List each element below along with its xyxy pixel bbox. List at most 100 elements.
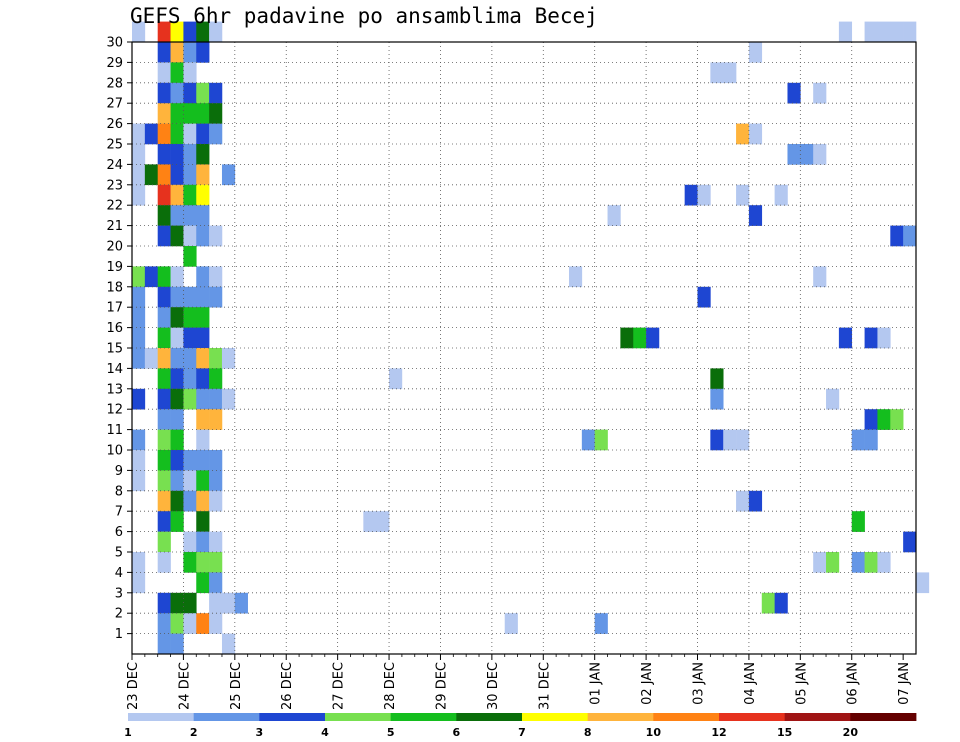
colorbar-label: 12 <box>711 726 726 739</box>
heatmap-cell <box>620 327 634 349</box>
y-tick-label: 8 <box>115 484 123 499</box>
heatmap-cell <box>170 82 184 104</box>
heatmap-cell <box>183 42 197 63</box>
heatmap-cell <box>196 286 210 308</box>
heatmap-cell <box>864 552 878 573</box>
heatmap-cell <box>170 450 184 471</box>
heatmap-cell <box>851 552 865 573</box>
colorbar-label: 2 <box>190 726 198 739</box>
colorbar-label: 7 <box>518 726 526 739</box>
heatmap-cell <box>209 368 223 390</box>
heatmap-cell <box>183 368 197 390</box>
heatmap-cell <box>710 388 724 410</box>
heatmap-cell <box>196 123 210 145</box>
heatmap-cell <box>183 388 197 410</box>
heatmap-cell <box>170 62 184 84</box>
heatmap-cell <box>774 184 788 206</box>
heatmap-cell <box>196 409 210 430</box>
y-tick-label: 29 <box>106 56 123 71</box>
heatmap-cell <box>183 592 197 614</box>
heatmap-cell <box>157 225 171 247</box>
heatmap-cell <box>157 409 171 430</box>
heatmap-cell <box>170 164 184 186</box>
heatmap-cell <box>183 450 197 471</box>
heatmap-cell <box>363 511 377 532</box>
y-tick-label: 28 <box>106 76 123 91</box>
heatmap-cell <box>234 592 248 614</box>
heatmap-cell <box>183 144 197 165</box>
heatmap-cell <box>736 429 750 451</box>
y-tick-label: 25 <box>106 138 123 153</box>
heatmap-cell <box>723 62 737 84</box>
x-tick-label: 26 DEC <box>280 662 295 710</box>
heatmap-cell <box>170 307 184 328</box>
colorbar-segment <box>128 713 195 721</box>
heatmap-cell <box>157 21 171 43</box>
heatmap-cell <box>864 327 878 349</box>
heatmap-cell <box>144 348 158 369</box>
y-tick-label: 17 <box>106 301 123 316</box>
x-tick-label: 04 JAN <box>743 662 758 705</box>
y-tick-label: 19 <box>106 260 123 275</box>
heatmap-cell <box>196 225 210 247</box>
heatmap-cell <box>170 409 184 430</box>
heatmap-cell <box>132 184 146 206</box>
heatmap-cell <box>170 266 184 288</box>
heatmap-cell <box>774 592 788 614</box>
heatmap-cell <box>183 103 197 124</box>
heatmap-cell <box>209 531 223 553</box>
heatmap-cell <box>196 21 210 43</box>
heatmap-cell <box>170 103 184 124</box>
colorbar-segment <box>193 713 260 721</box>
heatmap-cell <box>209 286 223 308</box>
heatmap-cell <box>157 62 171 84</box>
y-tick-label: 11 <box>106 423 123 438</box>
colorbar-label: 5 <box>387 726 395 739</box>
heatmap-cell <box>209 266 223 288</box>
heatmap-cell <box>183 205 197 226</box>
heatmap-cell <box>209 225 223 247</box>
heatmap-cell <box>736 123 750 145</box>
colorbar-label: 10 <box>646 726 662 739</box>
y-tick-label: 21 <box>106 219 123 234</box>
heatmap-cell <box>787 82 801 104</box>
x-tick-label: 25 DEC <box>229 662 244 710</box>
heatmap-cell <box>170 205 184 226</box>
heatmap-cell <box>813 552 827 573</box>
heatmap-cell <box>864 429 878 451</box>
heatmap-cell <box>132 164 146 186</box>
heatmap-cell <box>196 429 210 451</box>
heatmap-cell <box>183 62 197 84</box>
heatmap-cell <box>209 21 223 43</box>
heatmap-cell <box>132 266 146 288</box>
heatmap-cell <box>838 327 853 349</box>
heatmap-cell <box>196 266 210 288</box>
heatmap-cell <box>813 82 827 104</box>
heatmap-cell <box>183 82 197 104</box>
heatmap-cell <box>209 409 223 430</box>
heatmap-cell <box>157 633 171 655</box>
colorbar-segment <box>259 713 326 721</box>
heatmap-cell <box>183 531 197 553</box>
heatmap-cell <box>170 144 184 165</box>
heatmap-cell <box>890 21 904 43</box>
heatmap-cell <box>132 327 146 349</box>
heatmap-cell <box>389 368 403 390</box>
y-tick-label: 12 <box>106 403 123 418</box>
heatmap-cell <box>183 286 197 308</box>
heatmap-cell <box>196 613 210 634</box>
heatmap-cell <box>633 327 647 349</box>
heatmap-cell <box>157 450 171 471</box>
heatmap-cell <box>209 613 223 634</box>
heatmap-cell <box>800 144 814 165</box>
heatmap-cell <box>568 266 583 288</box>
colorbar-label: 8 <box>584 726 592 739</box>
heatmap-cell <box>157 490 171 512</box>
y-tick-label: 24 <box>106 158 123 173</box>
heatmap-cell <box>157 286 171 308</box>
x-tick-label: 06 JAN <box>846 662 861 705</box>
heatmap-cell <box>877 327 891 349</box>
colorbar-label: 20 <box>843 726 859 739</box>
x-tick-label: 07 JAN <box>897 662 912 705</box>
heatmap-cell <box>376 511 390 532</box>
